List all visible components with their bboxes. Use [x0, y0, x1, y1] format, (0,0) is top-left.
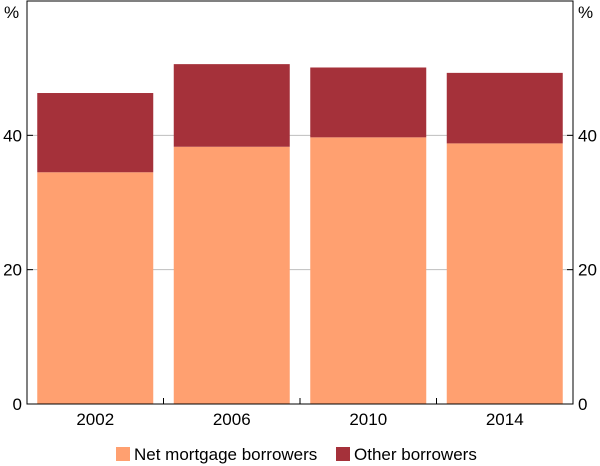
- legend-label-other: Other borrowers: [354, 445, 477, 464]
- y-unit-left: %: [4, 3, 19, 22]
- bar-other-2002: [37, 93, 154, 173]
- bar-net-mortgage-2014: [446, 143, 563, 405]
- y-unit-right: %: [578, 3, 593, 22]
- legend-swatch-net-mortgage: [116, 447, 130, 461]
- x-tick-label: 2002: [76, 410, 114, 429]
- x-tick-label: 2010: [349, 410, 387, 429]
- y-axis-left: 0 20 40: [3, 126, 33, 414]
- bars: [37, 64, 563, 405]
- y-tick-label-left: 20: [3, 261, 22, 280]
- bar-other-2014: [446, 72, 563, 144]
- y-tick-label-right: 40: [578, 126, 597, 145]
- bar-net-mortgage-2006: [173, 146, 290, 405]
- legend-label-net-mortgage: Net mortgage borrowers: [134, 445, 317, 464]
- bar-other-2006: [173, 64, 290, 147]
- x-tick-label: 2014: [486, 410, 524, 429]
- bar-other-2010: [310, 67, 427, 138]
- x-ticks: 2002 2006 2010 2014: [76, 398, 524, 429]
- y-tick-label-right: 20: [578, 261, 597, 280]
- bar-net-mortgage-2002: [37, 172, 154, 404]
- bar-net-mortgage-2010: [310, 137, 427, 404]
- x-tick-label: 2006: [213, 410, 251, 429]
- legend: Net mortgage borrowers Other borrowers: [116, 445, 477, 464]
- y-tick-label-left: 40: [3, 126, 22, 145]
- y-tick-label-right: 0: [578, 395, 587, 414]
- legend-swatch-other: [336, 447, 350, 461]
- y-axis-right: 0 20 40: [567, 126, 597, 414]
- y-tick-label-left: 0: [13, 395, 22, 414]
